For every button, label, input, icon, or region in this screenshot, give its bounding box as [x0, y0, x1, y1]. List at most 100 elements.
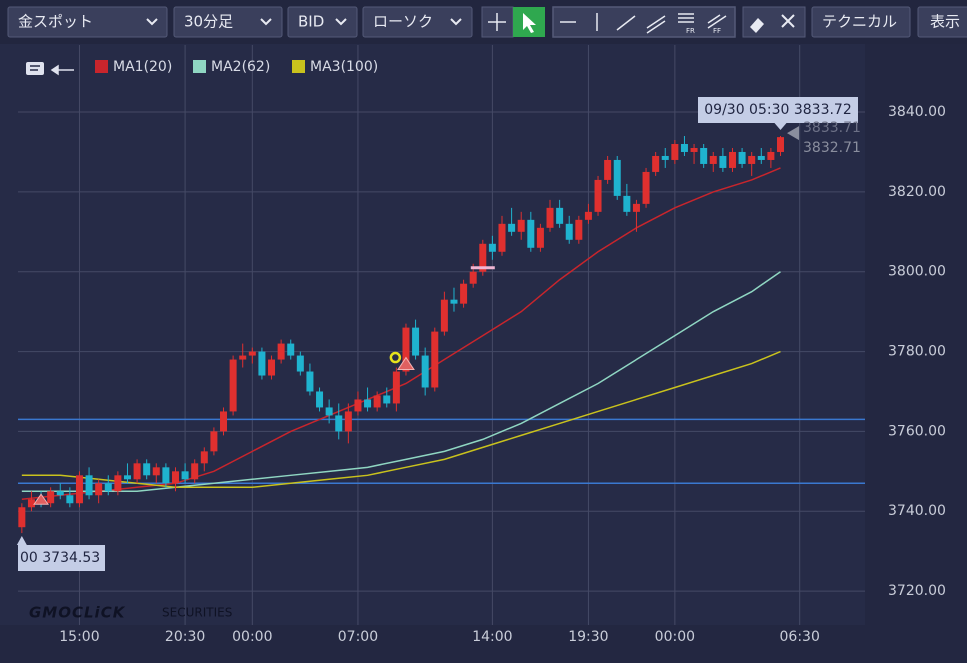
eraser-tools[interactable]	[742, 6, 806, 38]
candle-body	[671, 143, 679, 160]
candle-body	[652, 155, 660, 172]
candle-body	[623, 195, 631, 212]
y-tick-label: 3820.00	[888, 184, 946, 200]
candle-body	[383, 395, 391, 404]
candle-body	[748, 155, 756, 164]
candle-body	[604, 159, 612, 180]
moving-average	[21, 271, 781, 493]
timeframe-select[interactable]: 30分足	[173, 6, 283, 38]
x-tick-label: 20:30	[165, 629, 205, 645]
legend-swatch	[95, 60, 108, 73]
candle-body	[776, 137, 784, 152]
candle-body	[268, 359, 276, 376]
y-tick-label: 3760.00	[888, 423, 946, 439]
technical: テクニカル	[822, 13, 897, 31]
candle-body	[536, 227, 544, 248]
candle-body	[450, 299, 458, 304]
candle-body	[335, 415, 343, 432]
plot: 3720.00 3740.00 3760.00 3780.00 3800.00 3820.…	[0, 44, 967, 663]
technical-button[interactable]: テクニカル	[811, 6, 911, 38]
crosshair-button[interactable]	[481, 6, 514, 38]
candle-body	[632, 203, 640, 212]
candle-body	[27, 499, 35, 508]
candle-body	[287, 343, 295, 356]
candle-body	[181, 471, 189, 480]
candle-body	[738, 151, 746, 164]
brand-sub: SECURITIES	[162, 606, 232, 620]
candle-body	[709, 155, 717, 164]
display-button[interactable]: 表示	[917, 6, 967, 38]
candle-body	[392, 371, 400, 404]
candle-body	[402, 327, 410, 372]
candle-body	[421, 355, 429, 388]
chart-style: ローソク	[373, 13, 433, 31]
candle-body	[85, 475, 93, 496]
legend-icons[interactable]	[26, 62, 74, 76]
moving-average	[21, 167, 781, 501]
low-price-box	[18, 545, 105, 571]
candle-body	[248, 351, 256, 356]
candle-body	[728, 151, 736, 168]
legend-swatch	[292, 60, 305, 73]
candle-body	[162, 467, 170, 484]
candle-body	[680, 143, 688, 152]
candle-body	[479, 243, 487, 272]
symbol-select[interactable]: 金スポット	[7, 6, 168, 38]
candle-body	[123, 475, 131, 480]
candle-body	[498, 223, 506, 252]
x-tick-label: 15:00	[59, 629, 99, 645]
candle-body	[594, 179, 602, 212]
icon: FF	[713, 27, 721, 35]
chart-style-select[interactable]: ローソク	[362, 6, 473, 38]
x-tick-label: 06:30	[780, 629, 820, 645]
display: 表示	[930, 13, 960, 31]
y-tick-label: 3800.00	[888, 264, 946, 280]
candle-body	[114, 475, 122, 492]
x-tick-label: 00:00	[232, 629, 272, 645]
candle-body	[95, 483, 103, 496]
candle-body	[556, 207, 564, 224]
y-tick-label: 3780.00	[888, 344, 946, 360]
candle-body	[152, 467, 160, 476]
x-axis-band	[0, 625, 967, 663]
marker	[33, 493, 50, 505]
candle-body	[364, 399, 372, 408]
candle-body	[440, 299, 448, 332]
icon: FR	[686, 27, 695, 35]
candle-body	[56, 491, 64, 496]
cursor-button[interactable]	[513, 7, 545, 37]
candle-body	[316, 391, 324, 408]
candle-body	[75, 475, 83, 504]
candle-body	[325, 407, 333, 416]
bid-label: 3832.71	[803, 140, 861, 156]
symbol: 金スポット	[18, 13, 93, 31]
bid-pointer	[787, 126, 799, 141]
candle-body	[344, 411, 352, 432]
candle-body	[277, 343, 285, 360]
candle-body	[18, 507, 26, 528]
candle-body	[546, 207, 554, 228]
price-type-select[interactable]: BID	[287, 6, 358, 38]
candle-body	[690, 147, 698, 152]
candle-body	[220, 411, 228, 432]
candle-body	[517, 219, 525, 232]
candle-body	[66, 495, 74, 504]
candle-body	[767, 151, 775, 160]
ask-label: 3833.71	[803, 120, 861, 136]
candle-body	[210, 431, 218, 452]
candle-body	[191, 463, 199, 480]
line-tools[interactable]	[552, 6, 736, 38]
candle-body	[488, 243, 496, 252]
candle-body	[508, 223, 516, 232]
y-tick-label: 3740.00	[888, 503, 946, 519]
candle-body	[412, 327, 420, 356]
candle-body	[258, 351, 266, 376]
candle-body	[373, 395, 381, 408]
last-price-box	[698, 97, 858, 123]
legend-label: MA1(20)	[113, 59, 172, 75]
candle-body	[306, 371, 314, 392]
candle-body	[613, 159, 621, 196]
timeframe: 30分足	[184, 13, 233, 31]
x-tick-label: 07:00	[338, 629, 378, 645]
